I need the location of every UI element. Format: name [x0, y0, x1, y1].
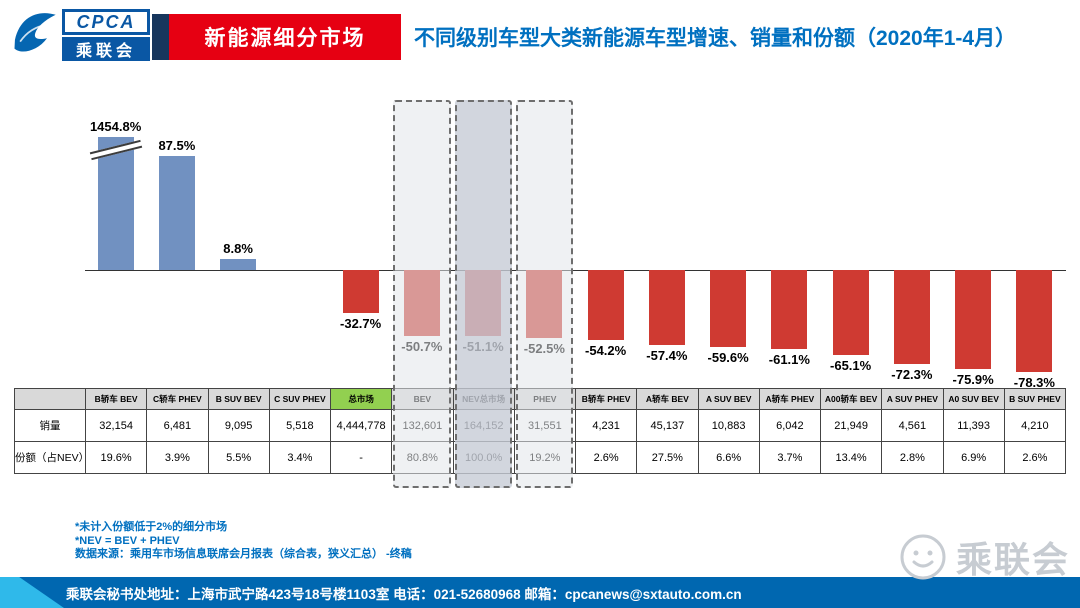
footnote-line: 数据来源：乘用车市场信息联席会月报表（综合表，狭义汇总） -终稿 — [75, 548, 412, 560]
table-cell: 2.6% — [1003, 441, 1067, 474]
table-corner-cell — [14, 388, 86, 410]
section-banner: 新能源细分市场 — [169, 14, 401, 60]
table-cell: 4,444,778 — [329, 409, 393, 442]
table-cell: 11,393 — [942, 409, 1005, 442]
highlight-box-PHEV — [515, 100, 573, 488]
table-cell: 4,210 — [1003, 409, 1067, 442]
growth-bar-value: 1454.8% — [89, 119, 142, 134]
growth-bar — [832, 270, 869, 355]
growth-bar — [220, 259, 257, 270]
cpca-watermark-icon — [900, 534, 946, 580]
cpca-logo: CPCA 乘联会 — [62, 9, 150, 61]
growth-bar — [158, 156, 195, 270]
growth-bar — [648, 270, 685, 345]
column-header: B轿车 PHEV — [574, 388, 638, 410]
cpca-logo-text: CPCA — [62, 9, 150, 35]
growth-bar-value: 8.8% — [223, 241, 253, 256]
growth-bar-value: -57.4% — [646, 348, 688, 363]
growth-bar-value: -65.1% — [830, 358, 872, 373]
footer-bar — [0, 577, 1080, 608]
table-cell: 3.9% — [146, 441, 209, 474]
column-header: A00轿车 BEV — [819, 388, 883, 410]
column-header: C轿车 PHEV — [146, 388, 209, 410]
growth-bar-value: -75.9% — [952, 372, 994, 387]
growth-bar-value: -61.1% — [768, 352, 810, 367]
highlight-box-NEV总市场 — [454, 100, 512, 488]
table-cell: 5,518 — [268, 409, 332, 442]
table-cell: 27.5% — [636, 441, 699, 474]
column-header: A SUV BEV — [697, 388, 760, 410]
growth-bar-value: -72.3% — [891, 367, 933, 382]
row-header: 销量 — [14, 409, 86, 442]
table-cell: 4,231 — [574, 409, 638, 442]
table-cell: 10,883 — [697, 409, 760, 442]
column-header: A轿车 PHEV — [758, 388, 822, 410]
row-header: 份额（占NEV） — [14, 441, 86, 474]
watermark-label: 乘联会 — [956, 539, 1071, 580]
table-cell: 6,481 — [146, 409, 209, 442]
highlight-box-BEV — [393, 100, 451, 488]
growth-bar-value: -54.2% — [585, 343, 627, 358]
watermark: 乘联会 — [898, 531, 1070, 583]
table-cell: 3.4% — [268, 441, 332, 474]
table-cell: 2.6% — [574, 441, 638, 474]
growth-bar — [587, 270, 624, 340]
column-header: A轿车 BEV — [636, 388, 699, 410]
table-cell: 45,137 — [636, 409, 699, 442]
column-header: A0 SUV BEV — [942, 388, 1005, 410]
cpca-emblem-icon — [14, 13, 56, 52]
table-cell: 32,154 — [84, 409, 148, 442]
column-header: B SUV BEV — [207, 388, 270, 410]
growth-bar-value: -59.6% — [707, 350, 749, 365]
column-header: C SUV PHEV — [268, 388, 332, 410]
cpca-logo-cn: 乘联会 — [62, 37, 150, 61]
growth-bar — [1016, 270, 1053, 372]
footer-address: 乘联会秘书处地址：上海市武宁路423号18号楼1103室 电话：021-5268… — [66, 586, 742, 602]
table-cell: 19.6% — [84, 441, 148, 474]
growth-bar — [710, 270, 747, 347]
header-accent-stripe — [152, 14, 169, 60]
footnote-line: *NEV = BEV + PHEV — [75, 534, 180, 547]
growth-bar-value: 87.5% — [158, 138, 196, 153]
growth-bar-value: -32.7% — [340, 316, 382, 331]
footnotes: *未计入份额低于2%的细分市场 *NEV = BEV + PHEV 数据来源：乘… — [75, 521, 412, 562]
table-cell: 9,095 — [207, 409, 270, 442]
table-cell: 13.4% — [819, 441, 883, 474]
zero-axis-line — [85, 270, 1066, 271]
growth-bar — [893, 270, 930, 364]
table-cell: 21,949 — [819, 409, 883, 442]
column-header: B SUV PHEV — [1003, 388, 1067, 410]
growth-bar — [97, 137, 134, 270]
growth-bar — [955, 270, 992, 369]
growth-bar — [771, 270, 808, 349]
column-header: B轿车 BEV — [84, 388, 148, 410]
column-header: 总市场 — [329, 388, 393, 410]
table-cell: 6,042 — [758, 409, 822, 442]
table-cell: 2.8% — [881, 441, 944, 474]
footnote-line: *未计入份额低于2%的细分市场 — [75, 521, 228, 533]
table-cell: 4,561 — [881, 409, 944, 442]
table-cell: 6.6% — [697, 441, 760, 474]
growth-bar — [342, 270, 379, 313]
table-cell: 6.9% — [942, 441, 1005, 474]
table-cell: 5.5% — [207, 441, 270, 474]
page-title: 不同级别车型大类新能源车型增速、销量和份额（2020年1-4月） — [414, 27, 1017, 50]
table-cell: 3.7% — [758, 441, 822, 474]
column-header: A SUV PHEV — [881, 388, 944, 410]
table-cell: - — [329, 441, 393, 474]
growth-bar-value: -78.3% — [1013, 375, 1055, 390]
